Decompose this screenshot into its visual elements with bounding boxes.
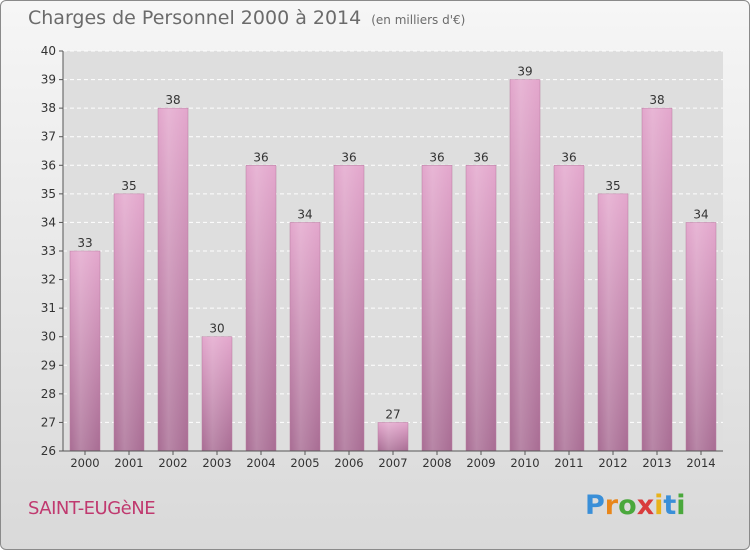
data-label: 36 xyxy=(253,150,268,164)
data-label: 38 xyxy=(649,93,664,107)
x-tick-label: 2002 xyxy=(158,456,187,470)
y-tick-label: 38 xyxy=(41,101,56,115)
y-tick-label: 30 xyxy=(41,330,56,344)
bar-highlight xyxy=(510,79,540,452)
bar-highlight xyxy=(158,108,188,452)
y-tick-label: 27 xyxy=(41,415,56,429)
data-label: 35 xyxy=(605,179,620,193)
y-tick-label: 40 xyxy=(41,44,56,58)
chart-title-text: Charges de Personnel 2000 à 2014 xyxy=(28,7,362,29)
y-tick-label: 28 xyxy=(41,387,56,401)
proxiti-logo[interactable]: Proxiti xyxy=(585,490,686,521)
x-tick-label: 2004 xyxy=(246,456,275,470)
data-label: 34 xyxy=(693,207,708,221)
logo-letter: x xyxy=(636,490,655,521)
logo-letter: t xyxy=(663,490,677,521)
bar-highlight xyxy=(422,165,452,452)
bar-highlight xyxy=(554,165,584,452)
x-tick-label: 2011 xyxy=(554,456,583,470)
chart-title: Charges de Personnel 2000 à 2014 (en mill… xyxy=(28,7,465,29)
bar-highlight xyxy=(70,251,100,451)
data-label: 34 xyxy=(297,207,312,221)
y-tick-label: 37 xyxy=(41,130,56,144)
data-label: 36 xyxy=(341,150,356,164)
y-tick-label: 36 xyxy=(41,158,56,172)
x-tick-label: 2005 xyxy=(290,456,319,470)
bar-highlight xyxy=(334,165,364,452)
bar-highlight xyxy=(686,222,716,451)
bar-highlight xyxy=(246,165,276,452)
x-tick-label: 2003 xyxy=(202,456,231,470)
data-label: 35 xyxy=(121,179,136,193)
logo-letter: P xyxy=(585,490,605,521)
y-tick-label: 35 xyxy=(41,187,56,201)
x-tick-label: 2014 xyxy=(686,456,715,470)
bar-highlight xyxy=(202,336,232,451)
data-label: 27 xyxy=(385,407,400,421)
y-tick-label: 33 xyxy=(41,244,56,258)
x-tick-label: 2010 xyxy=(510,456,539,470)
bar-highlight xyxy=(598,193,628,451)
logo-letter: r xyxy=(604,490,619,521)
bar-highlight xyxy=(466,165,496,452)
data-label: 36 xyxy=(473,150,488,164)
data-label: 36 xyxy=(429,150,444,164)
x-tick-label: 2001 xyxy=(114,456,143,470)
data-label: 39 xyxy=(517,65,532,79)
bar-highlight xyxy=(114,193,144,451)
y-tick-label: 26 xyxy=(41,444,56,458)
x-tick-label: 2009 xyxy=(466,456,495,470)
y-tick-label: 32 xyxy=(41,273,56,287)
chart-unit: (en milliers d'€) xyxy=(371,13,466,27)
logo-letter: o xyxy=(618,490,637,521)
data-label: 38 xyxy=(165,93,180,107)
y-tick-label: 29 xyxy=(41,358,56,372)
bar-highlight xyxy=(378,422,408,451)
y-tick-label: 39 xyxy=(41,73,56,87)
data-label: 30 xyxy=(209,322,224,336)
x-tick-label: 2008 xyxy=(422,456,451,470)
data-label: 33 xyxy=(77,236,92,250)
y-tick-label: 31 xyxy=(41,301,56,315)
x-tick-label: 2007 xyxy=(378,456,407,470)
commune-name: SAINT-EUGèNE xyxy=(28,498,156,519)
y-tick-label: 34 xyxy=(41,215,56,229)
data-label: 36 xyxy=(561,150,576,164)
x-tick-label: 2013 xyxy=(642,456,671,470)
x-tick-label: 2000 xyxy=(70,456,99,470)
x-tick-label: 2012 xyxy=(598,456,627,470)
logo-letter: i xyxy=(654,490,664,521)
bar-highlight xyxy=(642,108,672,452)
x-tick-label: 2006 xyxy=(334,456,363,470)
bar-highlight xyxy=(290,222,320,451)
logo-letter: i xyxy=(676,490,686,521)
